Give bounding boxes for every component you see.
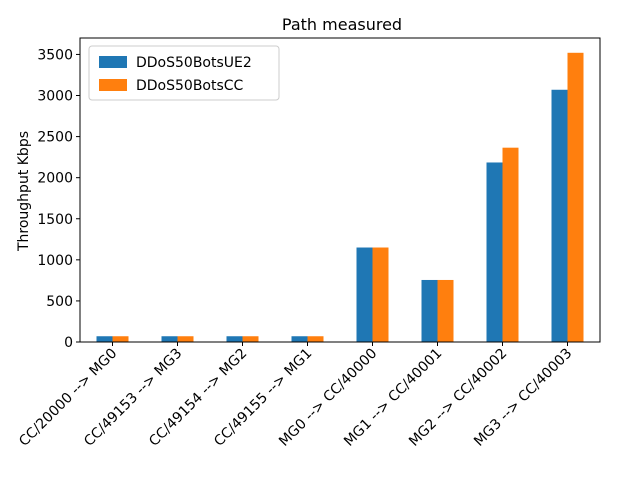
legend-box (88, 45, 280, 101)
y-tick-label-3: 1500 (37, 212, 73, 228)
legend-label-1: DDoS50BotsCC (136, 78, 244, 94)
y-tick-label-7: 3500 (37, 47, 73, 63)
bar-0-4 (356, 247, 373, 342)
bar-0-1 (161, 336, 178, 342)
y-tick-label-1: 500 (46, 294, 73, 310)
plot-frame (79, 37, 601, 343)
bars-layer (96, 52, 584, 343)
y-axis-label: Throughput Kbps (16, 131, 32, 252)
legend-swatch-0 (99, 56, 127, 68)
bar-1-0 (112, 336, 129, 342)
bar-1-2 (242, 336, 259, 342)
y-tick-label-2: 1000 (37, 253, 73, 269)
bar-1-4 (372, 247, 389, 342)
bar-1-7 (567, 52, 584, 343)
legend-swatch-1 (99, 79, 127, 91)
bar-1-3 (307, 336, 324, 342)
bar-0-2 (226, 336, 243, 342)
bar-1-6 (502, 147, 519, 342)
y-tick-label-6: 3000 (37, 89, 73, 105)
y-tick-label-0: 0 (64, 335, 73, 351)
bar-0-5 (421, 279, 438, 342)
y-tick-label-5: 2500 (37, 130, 73, 146)
bar-0-6 (486, 162, 503, 342)
bar-1-5 (437, 279, 454, 342)
legend: DDoS50BotsUE2 DDoS50BotsCC (88, 45, 280, 101)
y-tick-label-4: 2000 (37, 171, 73, 187)
chart-title: Path measured (282, 15, 402, 34)
bar-1-1 (177, 336, 194, 342)
bar-0-0 (96, 336, 113, 342)
bar-0-7 (551, 89, 568, 342)
bar-0-3 (291, 336, 308, 342)
legend-label-0: DDoS50BotsUE2 (136, 55, 252, 71)
